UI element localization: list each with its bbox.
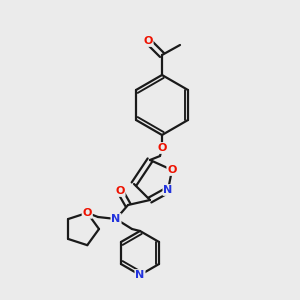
Text: O: O: [143, 36, 153, 46]
Text: N: N: [164, 185, 172, 195]
Text: O: O: [157, 143, 167, 153]
Text: O: O: [115, 186, 125, 196]
Text: N: N: [135, 270, 145, 280]
Text: N: N: [111, 214, 121, 224]
Text: O: O: [167, 165, 177, 175]
Text: O: O: [82, 208, 92, 218]
